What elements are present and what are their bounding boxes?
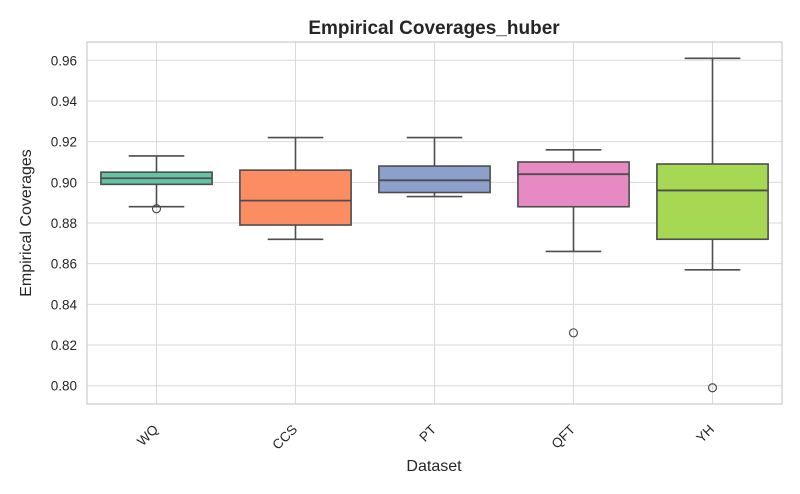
y-tick-label: 0.96: [51, 53, 77, 68]
box-wq: [100, 155, 213, 214]
box-yh: [656, 57, 769, 393]
x-axis-label: Dataset: [406, 458, 462, 475]
box-iqr: [656, 163, 769, 241]
y-axis-label: Empirical Coverages: [18, 149, 35, 297]
box-series: [100, 57, 769, 393]
x-tick-label: CCS: [269, 422, 300, 453]
box-qft: [517, 148, 630, 338]
y-tick-label: 0.90: [51, 175, 77, 190]
chart-title: Empirical Coverages_huber: [308, 18, 560, 39]
x-tick-label: QFT: [549, 422, 579, 452]
x-tick-label: YH: [693, 422, 717, 446]
y-tick-label: 0.80: [51, 379, 77, 394]
box-pt: [378, 136, 491, 198]
box-iqr: [239, 169, 352, 226]
x-tick-label: WQ: [134, 422, 161, 449]
outlier-point: [151, 204, 162, 214]
y-axis: 0.80 0.82 0.84 0.86 0.88 0.90 0.92 0.94 0.96: [51, 53, 78, 393]
y-tick-label: 0.92: [51, 135, 77, 150]
outlier-point: [707, 383, 718, 393]
box-iqr: [517, 161, 630, 208]
y-tick-label: 0.84: [51, 297, 78, 312]
x-tick-label: PT: [416, 422, 439, 445]
y-tick-label: 0.88: [51, 216, 77, 231]
y-tick-label: 0.82: [51, 338, 77, 353]
outlier-point: [568, 328, 579, 338]
x-axis: WQ CCS PT QFT YH: [134, 422, 717, 453]
y-tick-label: 0.94: [51, 94, 78, 109]
plot-frame: [86, 41, 783, 405]
y-tick-label: 0.86: [51, 257, 77, 272]
box-ccs: [239, 136, 352, 241]
box-iqr: [378, 165, 491, 194]
